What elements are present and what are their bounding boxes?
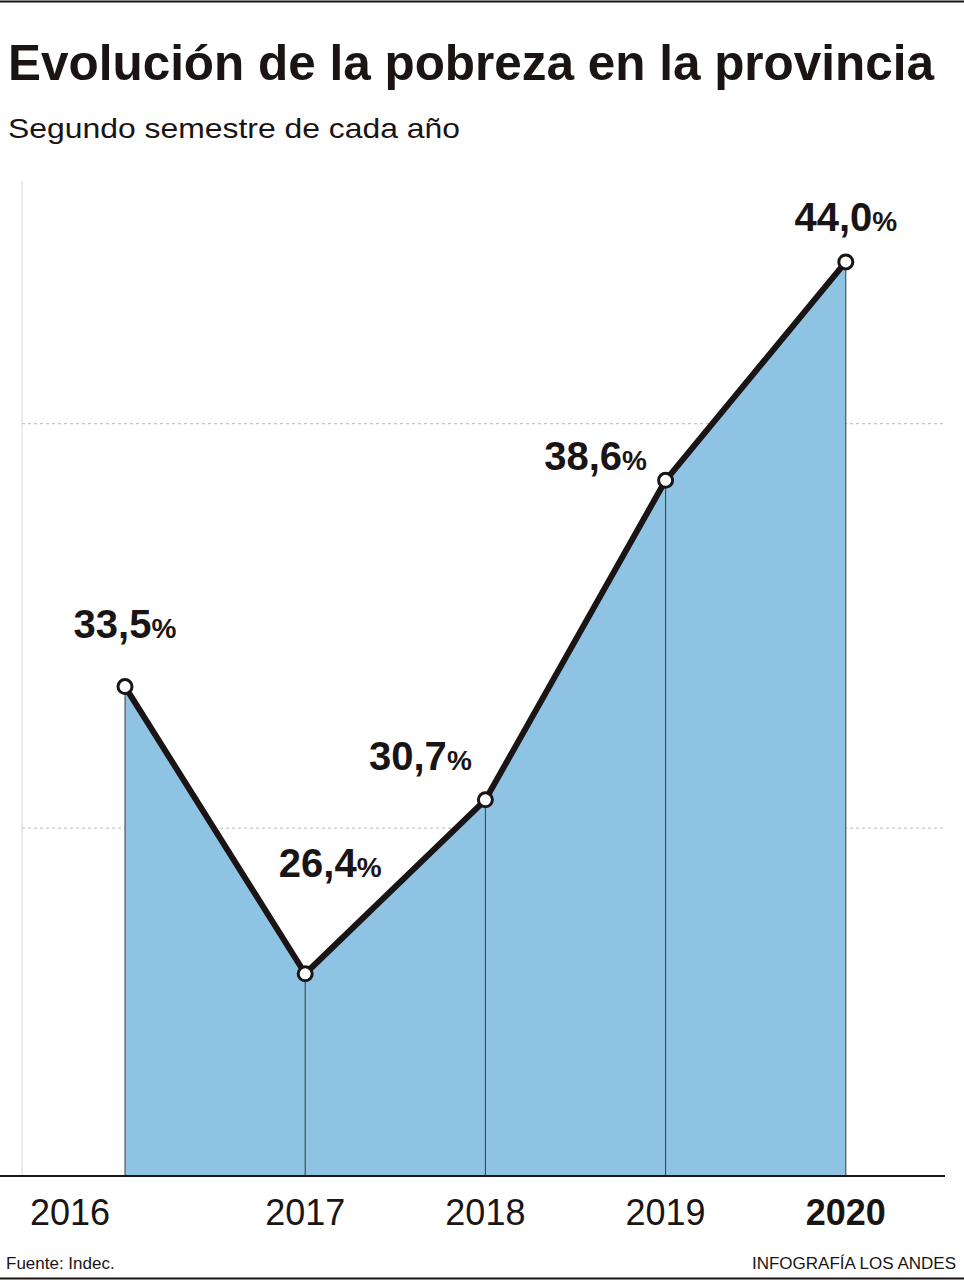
data-label-number: 38,6 — [544, 434, 622, 478]
data-label-unit: % — [357, 852, 382, 883]
marker — [659, 473, 673, 487]
data-label-number: 30,7 — [369, 734, 447, 778]
data-label: 30,7% — [369, 734, 472, 778]
x-tick-label: 2018 — [445, 1192, 525, 1233]
credit: INFOGRAFÍA LOS ANDES — [752, 1254, 956, 1273]
data-label: 38,6% — [544, 434, 647, 478]
drop-line — [845, 262, 846, 1176]
x-tick-label: 2017 — [265, 1192, 345, 1233]
data-label-number: 26,4 — [279, 841, 358, 885]
x-tick-label: 2016 — [30, 1192, 110, 1233]
x-tick-label: 2020 — [806, 1192, 886, 1233]
data-label: 44,0% — [794, 195, 897, 239]
plot-area — [118, 255, 853, 1176]
line — [125, 262, 846, 974]
marker — [118, 680, 132, 694]
drop-line — [485, 800, 486, 1176]
marker — [839, 255, 853, 269]
marker — [298, 967, 312, 981]
data-label: 33,5% — [74, 602, 177, 646]
drop-line — [305, 974, 306, 1176]
x-axis-line — [0, 1175, 945, 1177]
marker — [478, 793, 492, 807]
area — [125, 262, 846, 1176]
data-label-unit: % — [151, 613, 176, 644]
data-label-number: 33,5 — [74, 602, 152, 646]
chart-root: Evolución de la pobreza en la provincia S… — [0, 0, 964, 1280]
title: Evolución de la pobreza en la provincia — [8, 35, 935, 91]
bottom-rule — [0, 1278, 964, 1280]
x-tick-label: 2019 — [626, 1192, 706, 1233]
y-axis-line — [22, 181, 23, 1176]
data-label-unit: % — [622, 445, 647, 476]
data-label-unit: % — [872, 206, 897, 237]
subtitle: Segundo semestre de cada año — [8, 113, 460, 144]
drop-line — [125, 687, 126, 1176]
data-label-unit: % — [447, 745, 472, 776]
chart-svg: Evolución de la pobreza en la provincia S… — [0, 0, 964, 1280]
top-rule — [0, 1, 964, 3]
data-label: 26,4% — [279, 841, 382, 885]
data-label-number: 44,0 — [794, 195, 872, 239]
source: Fuente: Indec. — [6, 1254, 115, 1273]
drop-line — [665, 480, 666, 1176]
